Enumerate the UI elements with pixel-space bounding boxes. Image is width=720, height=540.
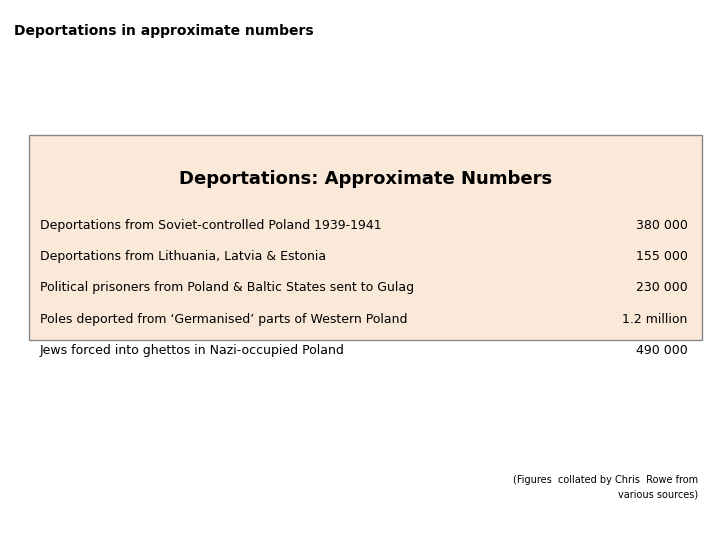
Text: Deportations: Approximate Numbers: Deportations: Approximate Numbers bbox=[179, 170, 552, 188]
Text: Poles deported from ‘Germanised’ parts of Western Poland: Poles deported from ‘Germanised’ parts o… bbox=[40, 313, 407, 326]
Text: Jews forced into ghettos in Nazi-occupied Poland: Jews forced into ghettos in Nazi-occupie… bbox=[40, 344, 344, 357]
Text: Deportations in approximate numbers: Deportations in approximate numbers bbox=[14, 24, 314, 38]
Text: 155 000: 155 000 bbox=[636, 250, 688, 263]
Text: 1.2 million: 1.2 million bbox=[622, 313, 688, 326]
Text: Political prisoners from Poland & Baltic States sent to Gulag: Political prisoners from Poland & Baltic… bbox=[40, 281, 414, 294]
Text: 490 000: 490 000 bbox=[636, 344, 688, 357]
Text: Deportations from Soviet-controlled Poland 1939-1941: Deportations from Soviet-controlled Pola… bbox=[40, 219, 381, 232]
Text: 380 000: 380 000 bbox=[636, 219, 688, 232]
Text: Deportations from Lithuania, Latvia & Estonia: Deportations from Lithuania, Latvia & Es… bbox=[40, 250, 325, 263]
Text: 230 000: 230 000 bbox=[636, 281, 688, 294]
FancyBboxPatch shape bbox=[29, 135, 702, 340]
Text: (Figures  collated by Chris  Rowe from
various sources): (Figures collated by Chris Rowe from var… bbox=[513, 475, 698, 499]
